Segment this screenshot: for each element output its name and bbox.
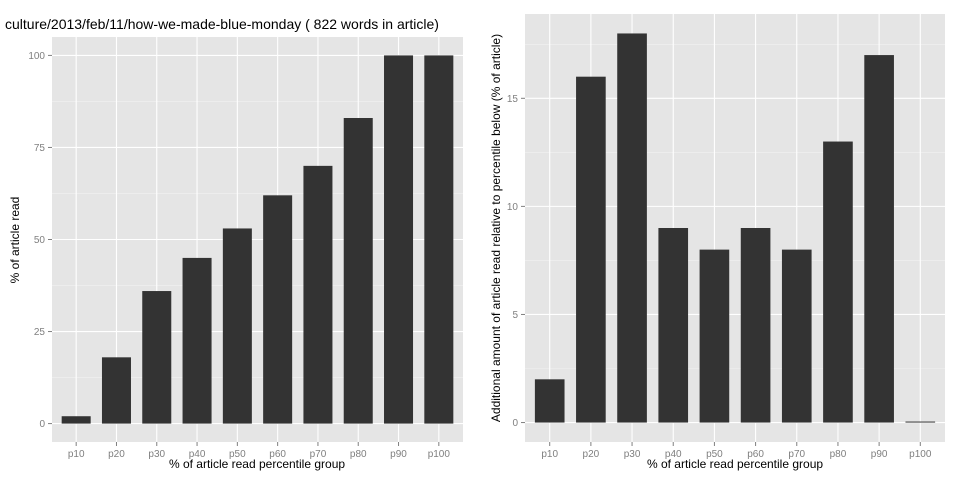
- x-tick-label: p90: [390, 449, 407, 460]
- bar-p40: [182, 257, 212, 424]
- x-tick-label: p50: [706, 449, 723, 460]
- x-axis: p10 p20 p30 p40 p50 p60 p70 p80 p90 p100: [541, 442, 932, 460]
- x-tick-label: p60: [747, 449, 764, 460]
- x-tick-label: p80: [350, 449, 367, 460]
- x-tick-label: p30: [624, 449, 641, 460]
- x-tick-label: p30: [148, 449, 165, 460]
- x-tick-label: p10: [541, 449, 558, 460]
- x-tick-label: p100: [909, 449, 932, 460]
- x-tick-label: p20: [108, 449, 125, 460]
- y-tick-label: 50: [34, 235, 46, 246]
- bar-p60: [740, 228, 771, 423]
- bars: [61, 55, 454, 424]
- x-axis-title: % of article read percentile group: [647, 457, 823, 471]
- y-axis-title: % of article read: [8, 197, 22, 284]
- bar-p90: [864, 55, 894, 423]
- y-tick-label: 25: [34, 327, 46, 338]
- bar-p90: [384, 55, 414, 424]
- y-tick-label: 100: [28, 51, 45, 62]
- x-tick-label: p90: [871, 449, 888, 460]
- chart-left: culture/2013/feb/11/how-we-made-blue-mon…: [5, 16, 463, 471]
- y-tick-label: 10: [507, 202, 519, 213]
- bar-p50: [699, 249, 730, 423]
- x-tick-label: p40: [189, 449, 206, 460]
- bars: [534, 33, 936, 423]
- y-tick-label: 5: [512, 310, 518, 321]
- bar-p80: [823, 141, 853, 423]
- bar-p10: [534, 379, 565, 423]
- bar-p30: [617, 33, 647, 423]
- y-axis: 0 25 50 75 100: [28, 51, 52, 430]
- x-tick-label: p60: [269, 449, 286, 460]
- x-tick-label: p70: [788, 449, 805, 460]
- bar-p50: [222, 228, 252, 424]
- x-axis-title: % of article read percentile group: [169, 457, 345, 471]
- x-tick-label: p50: [229, 449, 246, 460]
- bar-p60: [263, 195, 293, 424]
- bar-p100: [905, 421, 936, 423]
- y-axis-title: Additional amount of article read relati…: [489, 34, 503, 422]
- bar-p20: [576, 76, 606, 423]
- y-tick-label: 0: [39, 419, 45, 430]
- x-tick-label: p100: [428, 449, 451, 460]
- x-tick-label: p70: [310, 449, 327, 460]
- y-tick-label: 0: [512, 418, 518, 429]
- chart-right: 0 5 10 15 p10 p20 p30 p40 p50 p60 p70 p80 p90 p100 %…: [489, 14, 945, 471]
- y-tick-label: 75: [34, 143, 46, 154]
- y-tick-label: 15: [507, 94, 519, 105]
- bar-p100: [424, 55, 454, 424]
- x-tick-label: p10: [68, 449, 85, 460]
- bar-p20: [101, 357, 131, 424]
- bar-p10: [61, 416, 91, 424]
- x-axis: p10 p20 p30 p40 p50 p60 p70 p80 p90 p100: [68, 442, 451, 460]
- x-tick-label: p80: [830, 449, 847, 460]
- bar-p40: [658, 228, 689, 423]
- x-tick-label: p20: [583, 449, 600, 460]
- bar-p80: [343, 118, 373, 424]
- bar-p30: [142, 291, 172, 424]
- y-axis: 0 5 10 15: [507, 94, 525, 429]
- chart-title: culture/2013/feb/11/how-we-made-blue-mon…: [5, 16, 439, 32]
- bar-p70: [303, 165, 333, 424]
- bar-p70: [781, 249, 812, 423]
- x-tick-label: p40: [665, 449, 682, 460]
